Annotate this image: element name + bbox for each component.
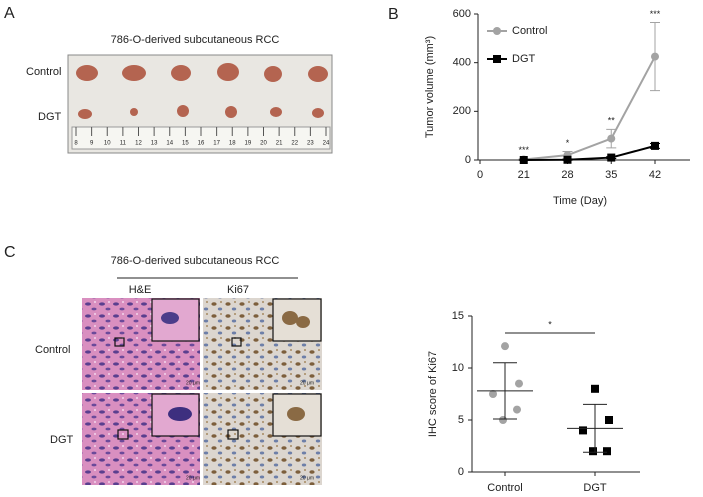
row-label: DGT (38, 111, 62, 123)
series-line (523, 144, 656, 161)
y-tick-label: 200 (453, 105, 471, 117)
column-label: H&E (129, 284, 152, 296)
marker (605, 416, 613, 424)
marker (589, 447, 597, 456)
scale-label: 20 μm (186, 475, 200, 481)
x-axis-label: Time (Day) (553, 195, 607, 207)
row-label: DGT (50, 434, 74, 446)
ruler-label: 15 (182, 141, 189, 147)
x-tick-label: 35 (605, 169, 617, 181)
marker (603, 447, 611, 456)
column-label: Ki67 (227, 284, 249, 296)
legend-label: Control (512, 25, 547, 37)
y-tick-label: 0 (465, 154, 471, 166)
ruler-label: 19 (245, 141, 252, 147)
marker (563, 155, 572, 164)
marker (499, 416, 507, 424)
x-tick-label: 42 (649, 169, 661, 181)
legend-marker (493, 55, 501, 63)
significance: *** (518, 145, 529, 155)
marker (651, 141, 659, 150)
row-label: Control (26, 66, 61, 78)
panel-title: 786-O-derived subcutaneous RCC (111, 34, 280, 46)
x-tick-label: 28 (561, 169, 573, 181)
marker (607, 153, 616, 162)
y-axis-label: Tumor volume (mm³) (424, 36, 436, 138)
marker (651, 52, 659, 61)
series-line (523, 56, 656, 161)
ruler-label: 20 (260, 141, 267, 147)
significance: *** (650, 9, 661, 19)
ruler-label: 22 (291, 141, 298, 147)
marker (515, 379, 523, 388)
ruler-label: 13 (151, 141, 158, 147)
x-tick-label: DGT (583, 482, 607, 494)
tumors (76, 63, 328, 119)
ruler-label: 9 (90, 141, 94, 147)
panel-a: A 786-O-derived subcutaneous RCC Control… (4, 5, 333, 154)
significance: * (566, 138, 570, 148)
x-tick-label: Control (487, 482, 522, 494)
y-tick-label: 400 (453, 57, 471, 69)
panel-letter: C (4, 244, 16, 261)
ruler-label: 17 (213, 141, 220, 147)
scale-bars: 20 μm 20 μm 20 μm 20 μm (186, 380, 314, 481)
panel-c: C 786-O-derived subcutaneous RCC H&E Ki6… (4, 244, 322, 485)
y-axis-label: IHC score of Ki67 (427, 351, 439, 437)
marker (501, 342, 509, 351)
ruler-label: 24 (323, 141, 330, 147)
legend-marker (493, 27, 501, 35)
legend-label: DGT (512, 53, 536, 65)
inset-cells (161, 311, 310, 421)
panel-b: B (388, 6, 399, 23)
ruler-label: 8 (74, 141, 78, 147)
panel-title: 786-O-derived subcutaneous RCC (111, 255, 280, 267)
panel-letter: B (388, 6, 399, 23)
significance: * (548, 319, 552, 329)
ruler-label: 12 (135, 141, 142, 147)
marker (591, 384, 599, 393)
ruler-label: 23 (307, 141, 314, 147)
y-tick-label: 15 (452, 310, 464, 322)
ruler-label: 10 (104, 141, 111, 147)
x-tick-label: 21 (518, 169, 530, 181)
y-tick-label: 0 (458, 466, 464, 478)
row-label: Control (35, 344, 70, 356)
ruler-label: 11 (120, 141, 127, 147)
panel-letter: A (4, 5, 15, 22)
scale-label: 20 μm (186, 380, 200, 386)
ruler-label: 14 (166, 141, 173, 147)
y-tick-label: 10 (452, 362, 464, 374)
scale-label: 20 μm (300, 475, 314, 481)
x-tick-label: 0 (477, 169, 483, 181)
marker (607, 134, 616, 143)
sd-bar (493, 362, 517, 420)
marker (519, 156, 528, 164)
marker (513, 405, 521, 414)
ruler-label: 21 (276, 141, 283, 147)
scale-label: 20 μm (300, 380, 314, 386)
ruler-label: 16 (198, 141, 205, 147)
marker (579, 426, 587, 435)
y-tick-label: 5 (458, 414, 464, 426)
significance: ** (608, 116, 616, 126)
ruler-label: 18 (229, 141, 236, 147)
y-tick-label: 600 (453, 8, 471, 20)
marker (489, 390, 497, 398)
sd-bar (583, 403, 607, 453)
